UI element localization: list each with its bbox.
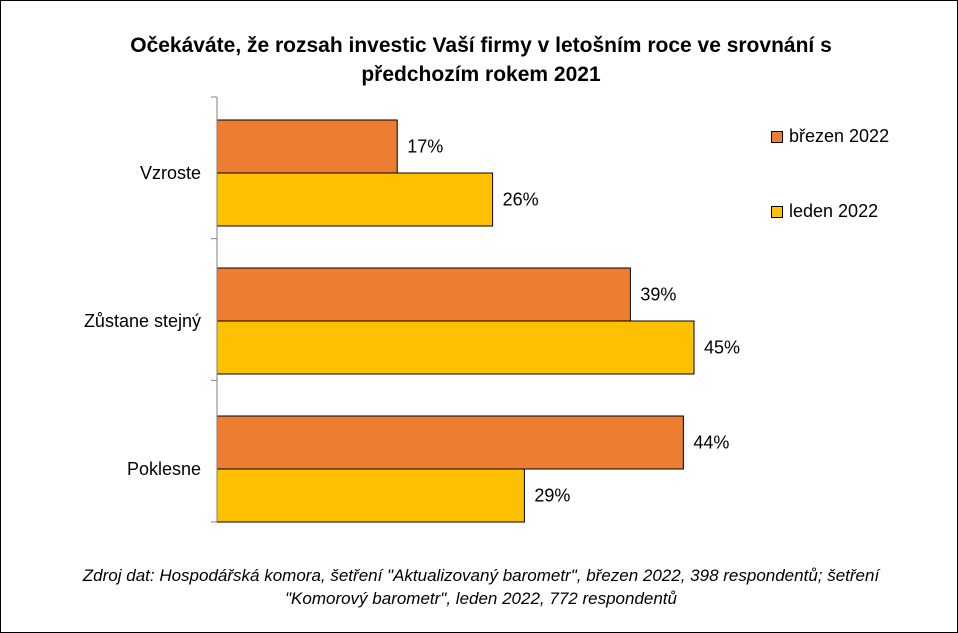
category-label-2: Poklesne	[127, 459, 201, 479]
category-label-1: Zůstane stejný	[84, 311, 201, 331]
data-label-0-0: 17%	[407, 137, 443, 157]
bar-2-0	[216, 415, 684, 470]
bar-1-0	[216, 267, 631, 322]
source-note: Zdroj dat: Hospodářská komora, šetření "…	[82, 566, 880, 608]
data-label-1-0: 39%	[640, 285, 676, 305]
data-label-2-1: 29%	[534, 486, 570, 506]
chart-title: Očekáváte, že rozsah investic Vaší firmy…	[130, 34, 832, 86]
legend-item-leden-2022: leden 2022	[771, 201, 878, 222]
bar-1-1	[216, 320, 695, 375]
legend-label-leden-2022: leden 2022	[789, 201, 879, 221]
bar-0-0	[216, 119, 398, 174]
legend-item-brezen-2022: březen 2022	[771, 126, 889, 147]
data-label-2-0: 44%	[693, 433, 729, 453]
data-label-1-1: 45%	[704, 338, 740, 358]
category-label-0: Vzroste	[140, 163, 201, 183]
bar-0-1	[216, 172, 494, 227]
legend-label-brezen-2022: březen 2022	[789, 126, 890, 146]
data-label-0-1: 26%	[503, 190, 539, 210]
chart-plot: 17% 26% Vzroste 39% 45% Zůstane stejný 44% 29% P…	[84, 96, 740, 523]
legend-swatch-leden-2022	[771, 205, 783, 218]
legend-swatch-brezen-2022	[771, 130, 783, 143]
bar-2-1	[216, 468, 525, 523]
